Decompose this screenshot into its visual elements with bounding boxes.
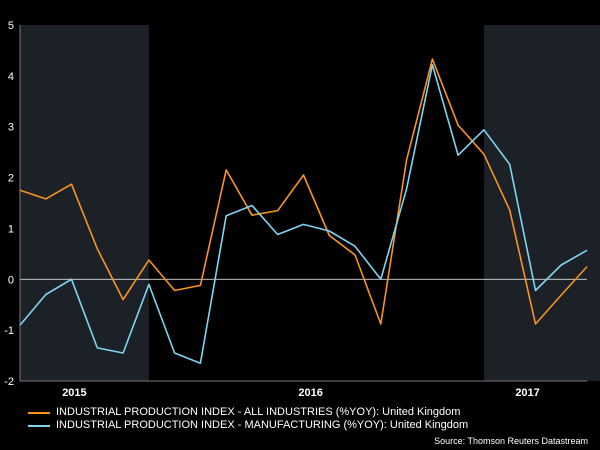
- shaded-region: [483, 25, 600, 381]
- legend-item-manufacturing: INDUSTRIAL PRODUCTION INDEX - MANUFACTUR…: [28, 419, 468, 432]
- source-note: Source: Thomson Reuters Datastream: [434, 436, 588, 446]
- legend-label-all-industries: INDUSTRIAL PRODUCTION INDEX - ALL INDUST…: [56, 406, 461, 418]
- legend-swatch-manufacturing: [28, 424, 50, 427]
- y-tick-label: -2: [4, 376, 14, 388]
- x-tick-label: 2015: [62, 387, 86, 399]
- series-line-all-industries: [19, 58, 588, 325]
- y-tick-label: 2: [8, 173, 14, 185]
- x-tick-label: 2016: [298, 387, 322, 399]
- legend: INDUSTRIAL PRODUCTION INDEX - ALL INDUST…: [28, 406, 468, 432]
- x-tick-label: 2017: [515, 387, 539, 399]
- y-tick-label: 3: [8, 122, 14, 134]
- legend-item-all-industries: INDUSTRIAL PRODUCTION INDEX - ALL INDUST…: [28, 406, 468, 419]
- y-tick-label: 5: [8, 20, 14, 32]
- series-lines: [19, 58, 588, 365]
- y-tick-label: 0: [8, 274, 14, 286]
- y-tick-labels: 5 4 3 2 1 0 -1 -2: [4, 20, 14, 388]
- x-tick-labels: 2015 2016 2017: [62, 387, 540, 399]
- y-tick-label: -1: [4, 325, 14, 337]
- y-tick-label: 1: [8, 223, 14, 235]
- series-line-manufacturing: [19, 63, 588, 365]
- shaded-regions: [20, 25, 600, 381]
- y-tick-label: 4: [8, 71, 14, 83]
- shaded-region: [20, 25, 149, 381]
- legend-swatch-all-industries: [28, 411, 50, 414]
- legend-label-manufacturing: INDUSTRIAL PRODUCTION INDEX - MANUFACTUR…: [56, 419, 469, 431]
- line-chart: 5 4 3 2 1 0 -1 -2 2015 2016 2017: [4, 20, 600, 399]
